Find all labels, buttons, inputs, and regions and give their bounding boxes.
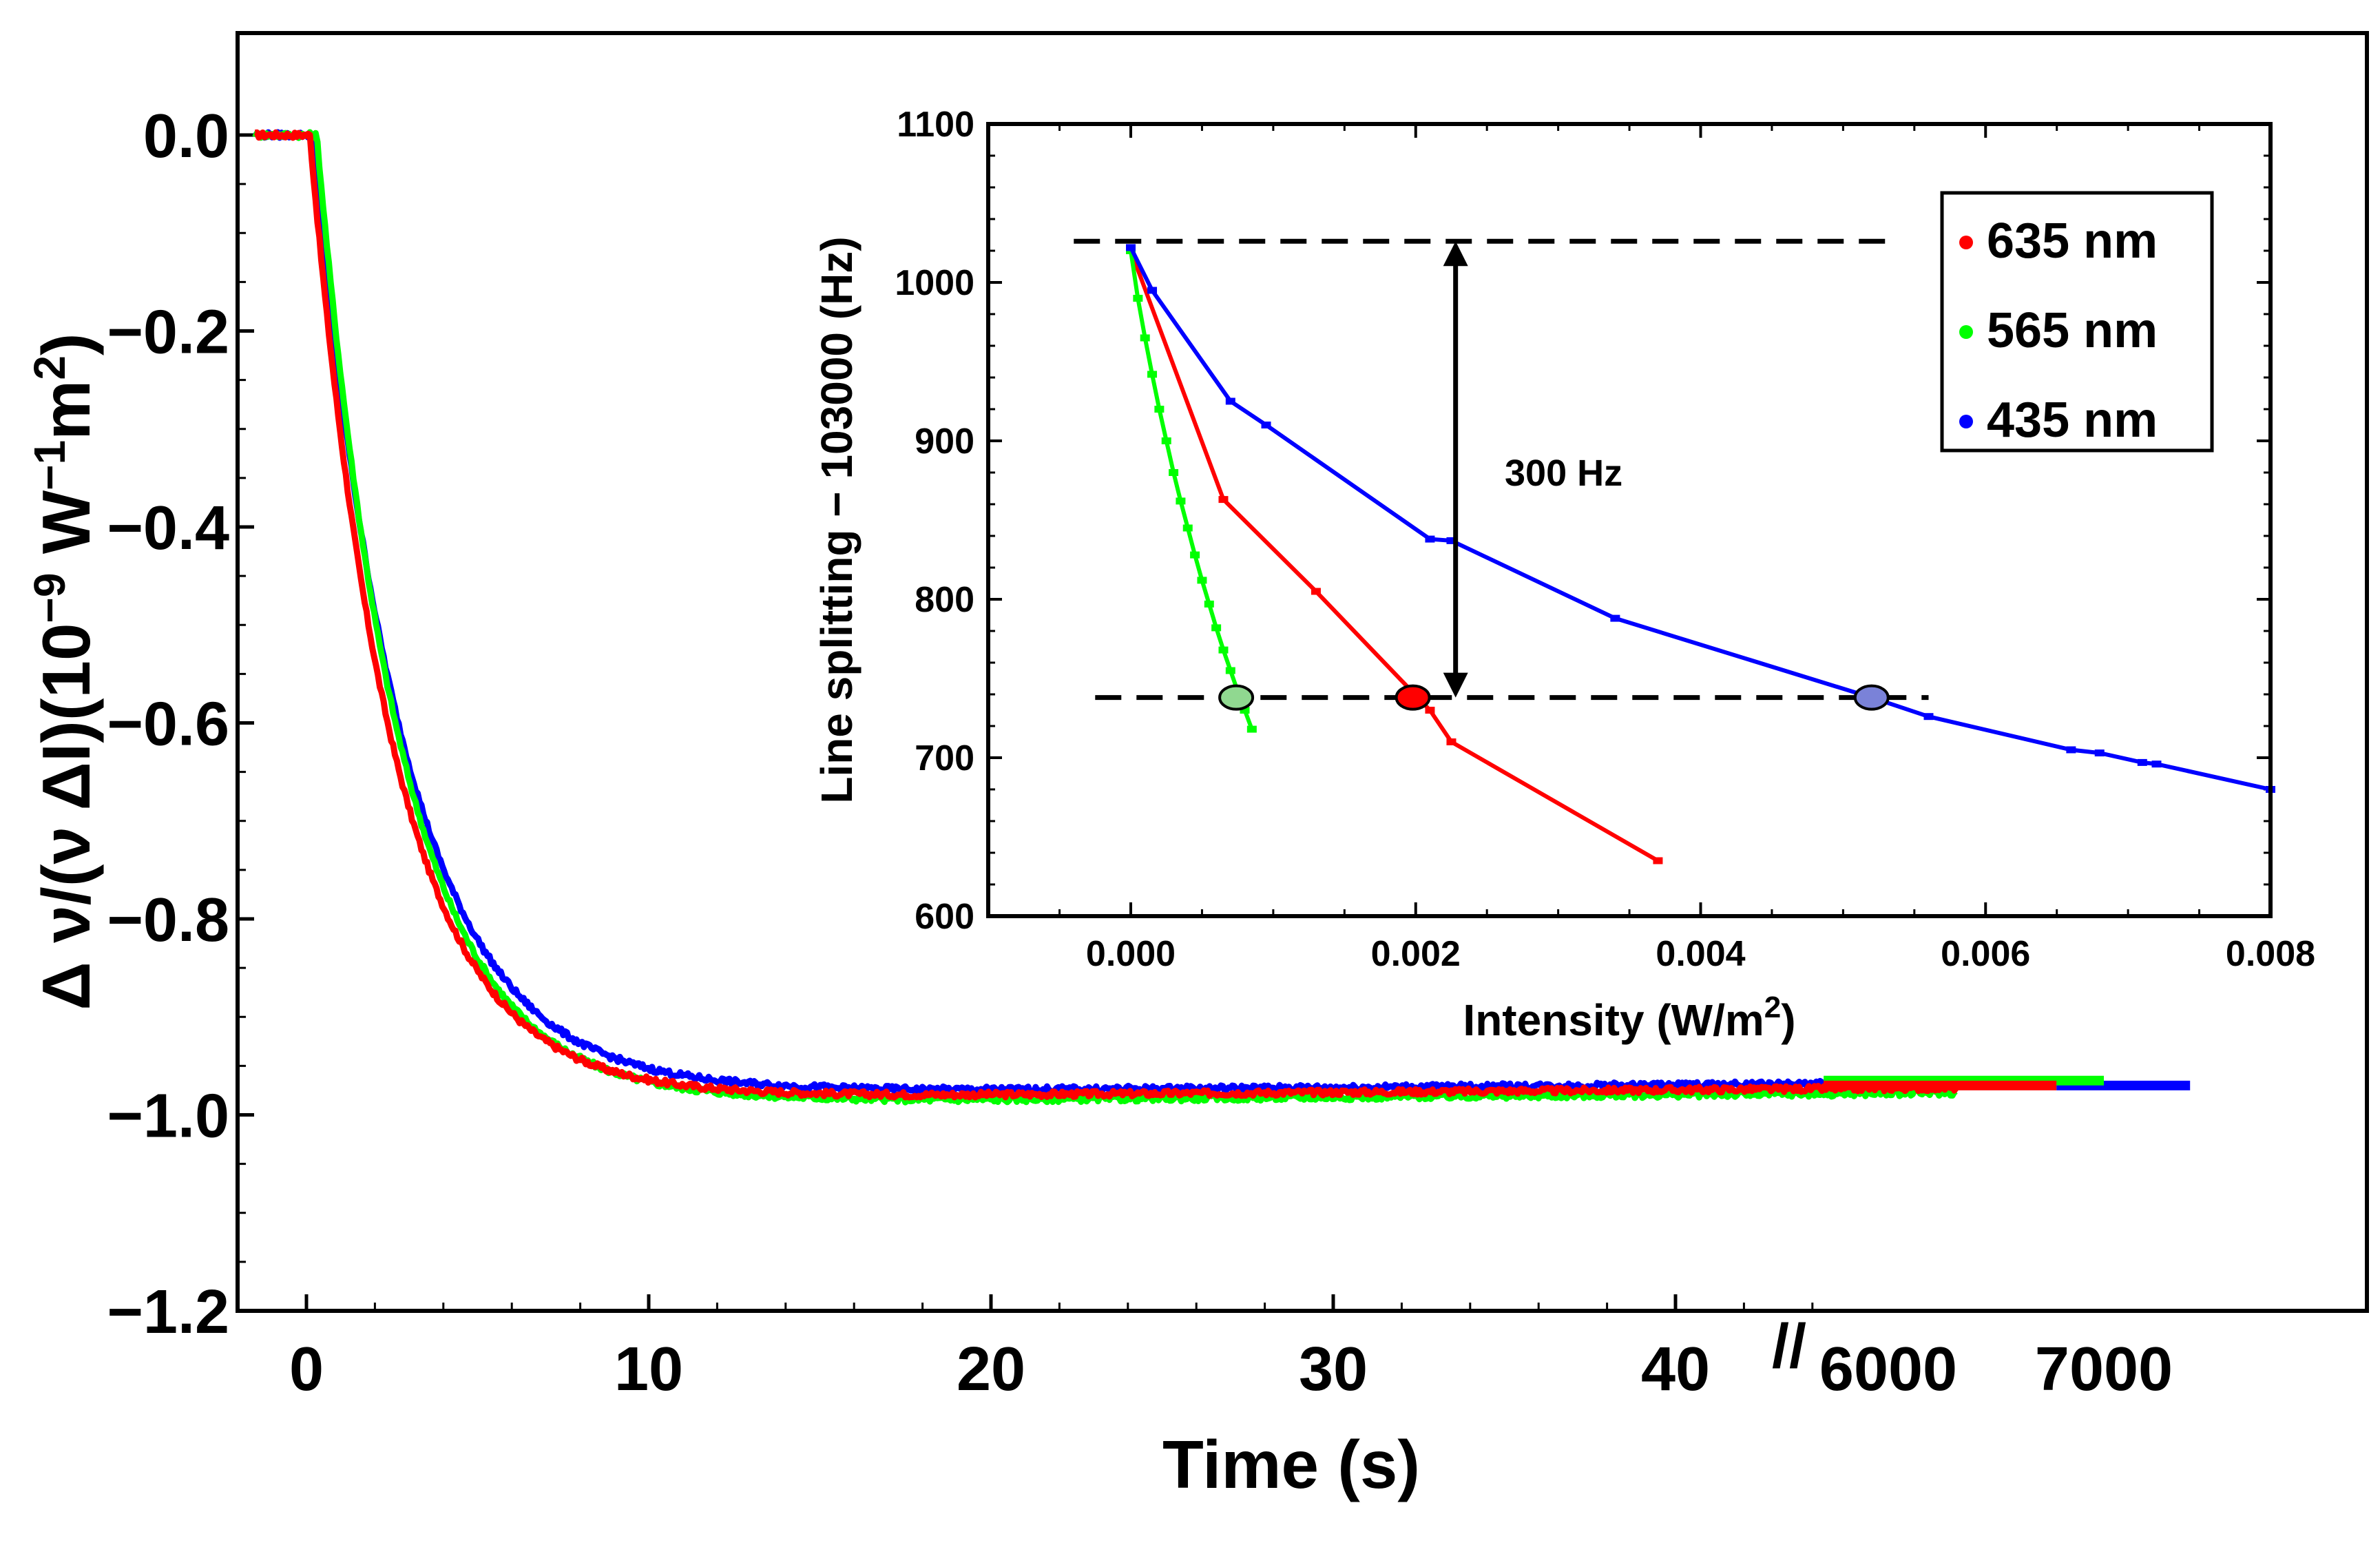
main-y-tick-label: −1.2 [107,1278,229,1347]
main-series-line-435nm [252,129,1958,1095]
main-x-tick-label: 10 [614,1335,683,1404]
legend-label-635: 635 nm [1987,214,2158,269]
inset-x-tick-label: 0.008 [2226,934,2315,974]
inset-data-point [1126,244,1136,251]
axis-break-mark: // [1772,1312,1806,1381]
inset-y-tick-label: 1100 [897,105,974,145]
inset-x-tick-label: 0.000 [1086,934,1176,974]
inset-data-point [1261,422,1271,428]
inset-data-point [2094,749,2105,757]
inset-y-tick-label: 600 [915,897,974,937]
main-y-tick-label: −1.0 [107,1082,229,1151]
inset-series-line-435nm [1129,247,2271,791]
inset-legend: 635 nm 565 nm 435 nm [1940,191,2214,453]
inset-data-point [1169,469,1179,476]
main-y-tick-label: −0.4 [107,494,229,563]
main-x-tick-label: 7000 [2035,1335,2173,1404]
inset-data-point [1218,496,1229,504]
legend-marker-435 [1959,415,1973,428]
inset-y-tick-label: 900 [915,422,974,462]
main-x-tick-label: 20 [957,1335,1025,1404]
inset-data-point [1425,707,1435,714]
inset-highlight-point [1395,684,1431,711]
inset-data-point [1311,588,1321,595]
inset-data-point [1204,600,1214,608]
inset-data-point [1161,437,1171,444]
inset-data-point [2151,760,2162,768]
main-x-tick-label: 6000 [1819,1335,1957,1404]
annotation-300hz: 300 Hz [1505,453,1622,494]
inset-data-point [1446,738,1457,745]
inset-data-point [1425,535,1435,543]
main-y-axis-title: Δ ν/(ν ΔI)(10−9 W−1m2) [25,333,104,1010]
main-y-tick-label: −0.8 [107,886,229,955]
main-y-tick-label: −0.6 [107,690,229,759]
legend-box [1940,191,2214,453]
inset-data-point [1218,646,1229,654]
main-x-tick-label: 30 [1299,1335,1368,1404]
legend-marker-565 [1959,325,1973,339]
inset-series-line-635nm [1129,249,1659,863]
inset-data-point [2137,758,2147,766]
main-plot-frame [236,31,2369,1313]
inset-highlight-point [1853,684,1890,711]
legend-label-435: 435 nm [1987,393,2158,448]
inset-data-point [1133,295,1143,302]
main-series-group [252,129,2191,1106]
inset-data-point [1147,371,1158,378]
main-x-tick-label: 0 [289,1335,324,1404]
inset-data-point [1211,624,1222,632]
inset-y-tick-label: 700 [915,738,974,778]
main-x-axis-title: Time (s) [1162,1427,1420,1502]
inset-data-point [1140,334,1150,342]
annotation-arrow-head-bottom [1443,672,1468,698]
inset-x-tick-label: 0.006 [1941,934,2030,974]
legend-marker-635 [1959,236,1973,249]
inset-y-tick-label: 800 [915,580,974,620]
main-series-line-635nm [253,129,1959,1101]
inset-data-point [1653,857,1663,864]
main-y-tick-label: 0.0 [143,102,229,171]
main-x-tick-label: 40 [1641,1335,1710,1404]
inset-data-point [1197,577,1207,584]
inset-plot-frame [986,122,2273,918]
inset-x-axis-title: Intensity (W/m2) [1463,991,1795,1045]
inset-data-point [1240,707,1250,714]
inset-data-point [1446,537,1457,544]
inset-data-point [1147,287,1158,294]
inset-data-point [1610,614,1620,622]
inset-data-point [1225,397,1235,405]
inset-highlight-point [1218,684,1255,711]
inset-x-tick-label: 0.004 [1656,934,1745,974]
inset-data-point [1190,551,1200,559]
annotation-arrow-head-top [1443,241,1468,267]
inset-x-tick-label: 0.002 [1371,934,1461,974]
inset-data-point [1225,667,1235,674]
inset-series-group [1074,238,2275,864]
inset-y-tick-label: 1000 [895,263,974,303]
inset-data-point [1923,713,1934,721]
inset-axes: 600 700 800 900 1000 1100 0.000 0.002 0.004 0.006… [895,105,2315,974]
inset-data-point [2066,746,2076,754]
main-axes: 0.0−0.2−0.4−0.6−0.8−1.0−1.20 10 20 30 40 6000… [107,102,2173,1404]
inset-data-point [1154,406,1165,413]
inset-y-axis-title: Line splitting − 103000 (Hz) [812,236,862,803]
inset-data-point [1182,524,1193,532]
legend-label-565: 565 nm [1987,303,2158,358]
main-y-tick-label: −0.2 [107,298,229,367]
inset-data-point [1246,725,1257,733]
inset-data-point [1176,497,1186,505]
